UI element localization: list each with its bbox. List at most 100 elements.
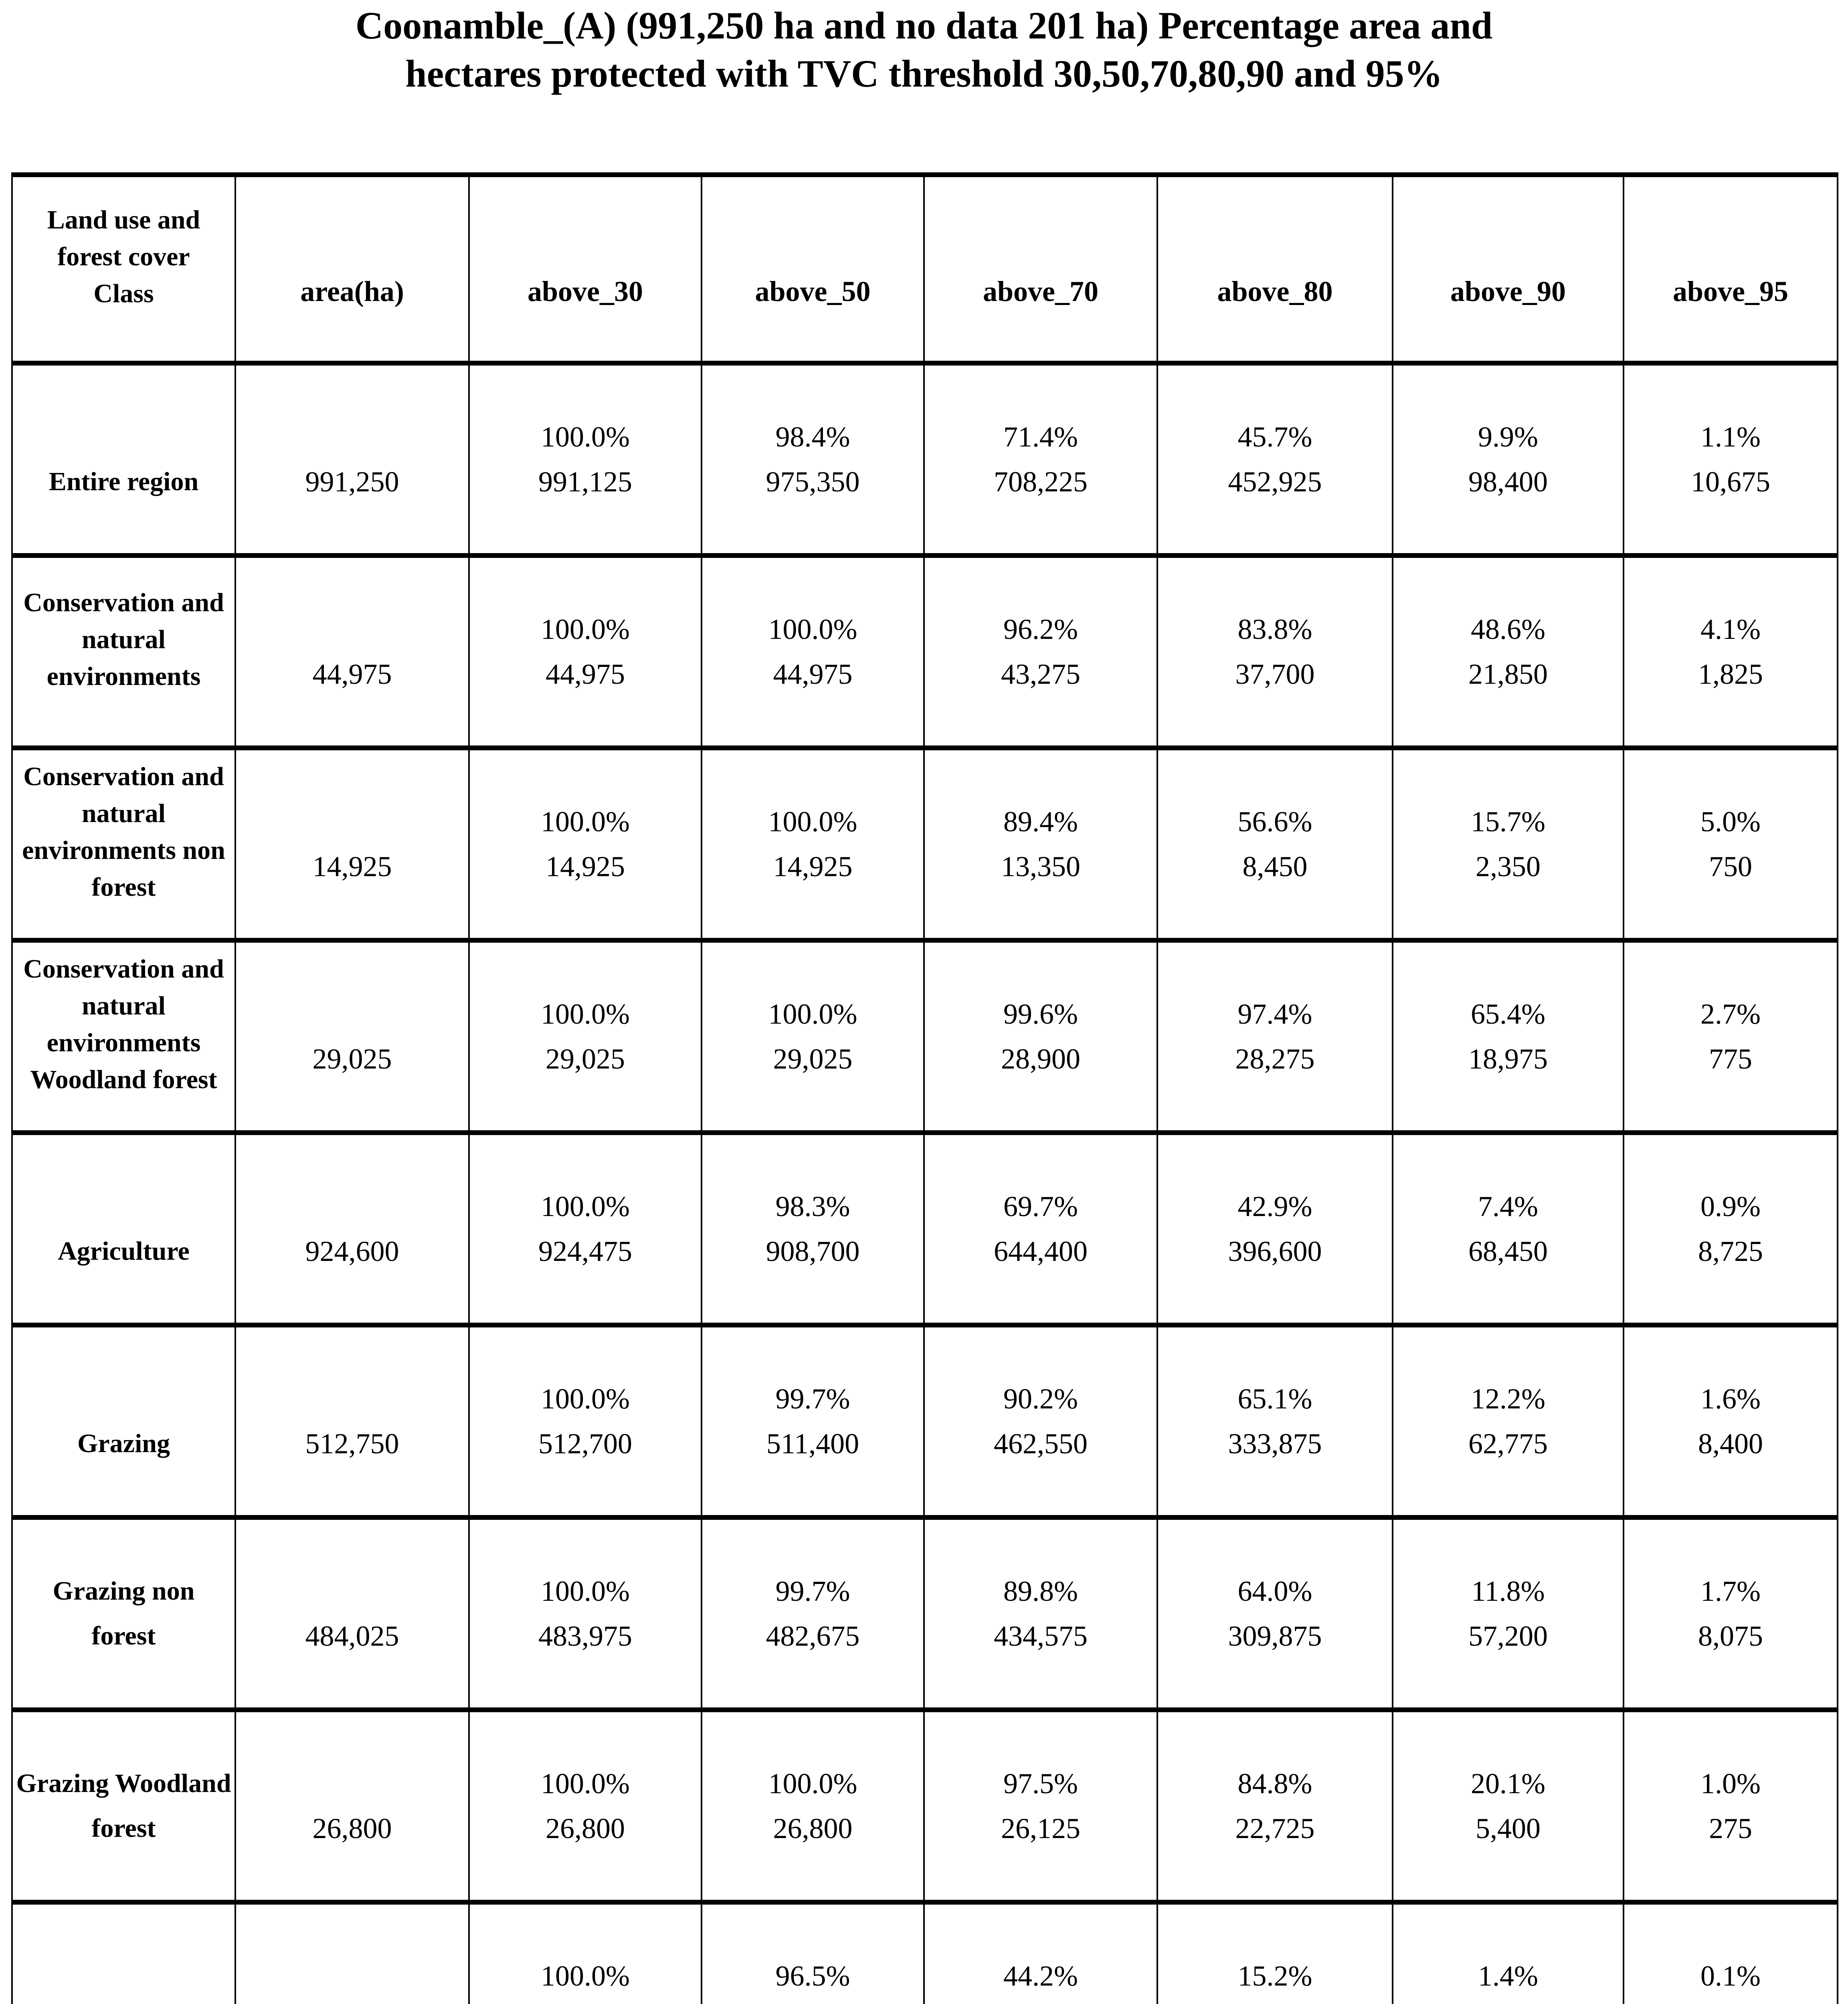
row-label-cell: Grazing <box>13 1327 236 1515</box>
percent-value: 9.9% <box>1478 421 1538 453</box>
value-cell: 89.4% 13,350 <box>925 750 1158 938</box>
hectares-value: 37,700 <box>1235 658 1315 690</box>
percent-value: 71.4% <box>1003 421 1078 453</box>
percent-value: 100.0% <box>768 613 857 645</box>
hectares-value: 482,675 <box>766 1620 860 1652</box>
value-cell: 7.4% 68,450 <box>1393 1135 1624 1323</box>
area-cell: 410,100 <box>236 1905 470 2004</box>
percent-value: 65.1% <box>1237 1383 1312 1415</box>
hectares-value: 644,400 <box>994 1235 1088 1267</box>
table-row: Grazing Woodland forest 26,800 100.0% 26,… <box>13 1712 1837 1905</box>
row-label: Grazing non forest <box>53 1576 195 1650</box>
page-title: Coonamble_(A) (991,250 ha and no data 20… <box>355 4 1493 95</box>
value-cell: 5.0% 750 <box>1624 750 1837 938</box>
value-cell: 97.5% 26,125 <box>925 1712 1158 1900</box>
percent-value: 1.7% <box>1700 1575 1761 1607</box>
area-value: 924,600 <box>305 1235 399 1267</box>
percent-value: 65.4% <box>1471 998 1545 1030</box>
percent-value: 0.9% <box>1700 1190 1761 1222</box>
percent-value: 96.5% <box>775 1960 850 1992</box>
hectares-value: 410,025 <box>538 1998 632 2004</box>
value-cell: 100.0% 512,700 <box>470 1327 702 1515</box>
value-cell: 96.2% 43,275 <box>925 558 1158 745</box>
table-row: Grazing 512,750 100.0% 512,700 99.7% 511,40… <box>13 1327 1837 1520</box>
value-cell: 98.4% 975,350 <box>702 366 925 553</box>
row-label-cell: Grazing Woodland forest <box>13 1712 236 1900</box>
value-cell: 48.6% 21,850 <box>1393 558 1624 745</box>
hectares-value: 462,550 <box>994 1428 1088 1460</box>
table-row: Cropping 410,100 100.0% 410,025 96.5% 395,5… <box>13 1905 1837 2004</box>
header-above30-cell: above_30 <box>470 177 702 361</box>
value-cell: 69.7% 644,400 <box>925 1135 1158 1323</box>
row-label-cell: Agriculture <box>13 1135 236 1323</box>
hectares-value: 98,400 <box>1468 466 1548 498</box>
value-cell: 100.0% 44,975 <box>702 558 925 745</box>
value-cell: 15.2% 62,500 <box>1158 1905 1393 2004</box>
hectares-value: 28,275 <box>1235 1043 1315 1075</box>
percent-value: 100.0% <box>768 1768 857 1800</box>
percent-value: 100.0% <box>541 998 630 1030</box>
percent-value: 1.1% <box>1700 421 1761 453</box>
hectares-value: 991,125 <box>538 466 632 498</box>
percent-value: 1.4% <box>1478 1960 1538 1992</box>
hectares-value: 22,725 <box>1235 1812 1315 1844</box>
percent-value: 100.0% <box>541 1768 630 1800</box>
value-cell: 2.7% 775 <box>1624 943 1837 1130</box>
area-value: 26,800 <box>312 1812 392 1844</box>
percent-value: 2.7% <box>1700 998 1761 1030</box>
row-label-cell: Cropping <box>13 1905 236 2004</box>
table-row: Conservation and natural environments 44… <box>13 558 1837 750</box>
hectares-value: 1,825 <box>1698 658 1763 690</box>
row-label: Conservation and natural environments no… <box>22 762 225 902</box>
hectares-value: 14,925 <box>773 850 853 883</box>
row-label: Conservation and natural environments <box>23 588 224 691</box>
hectares-value: 511,400 <box>766 1428 859 1460</box>
value-cell: 1.0% 275 <box>1624 1712 1837 1900</box>
area-value: 410,100 <box>305 1998 399 2004</box>
hectares-value: 5,400 <box>1475 1812 1541 1844</box>
area-cell: 14,925 <box>236 750 470 938</box>
header-class-cell: Land use and forest cover Class <box>13 177 236 361</box>
hectares-value: 29,025 <box>773 1043 853 1075</box>
percent-value: 100.0% <box>541 1960 630 1992</box>
percent-value: 99.6% <box>1003 998 1078 1030</box>
hectares-value: 775 <box>1708 1043 1752 1075</box>
value-cell: 100.0% 924,475 <box>470 1135 702 1323</box>
percent-value: 83.8% <box>1237 613 1312 645</box>
hectares-value: 62,500 <box>1235 1998 1315 2004</box>
percent-value: 11.8% <box>1471 1575 1545 1607</box>
area-cell: 924,600 <box>236 1135 470 1323</box>
value-cell: 100.0% 483,975 <box>470 1520 702 1707</box>
hectares-value: 44,975 <box>545 658 625 690</box>
area-value: 991,250 <box>305 466 399 498</box>
area-cell: 44,975 <box>236 558 470 745</box>
percent-value: 100.0% <box>541 1190 630 1222</box>
percent-value: 1.6% <box>1700 1383 1761 1415</box>
value-cell: 100.0% 991,125 <box>470 366 702 553</box>
hectares-value: 8,450 <box>1242 850 1308 883</box>
hectares-value: 26,800 <box>545 1812 625 1844</box>
percent-value: 1.0% <box>1700 1768 1761 1800</box>
percent-value: 15.2% <box>1237 1960 1312 1992</box>
percent-value: 98.3% <box>775 1190 850 1222</box>
area-value: 484,025 <box>305 1620 399 1652</box>
value-cell: 97.4% 28,275 <box>1158 943 1393 1130</box>
hectares-value: 8,725 <box>1698 1235 1763 1267</box>
header-area-cell: area(ha) <box>236 177 470 361</box>
table-row: Agriculture 924,600 100.0% 924,475 98.3% 90… <box>13 1135 1837 1327</box>
hectares-value: 512,700 <box>538 1428 632 1460</box>
hectares-value: 325 <box>1700 1998 1761 2004</box>
header-class-label: Land use and forest cover Class <box>47 205 200 308</box>
value-cell: 15.7% 2,350 <box>1393 750 1624 938</box>
percent-value: 97.5% <box>1003 1768 1078 1800</box>
value-cell: 1.6% 8,400 <box>1624 1327 1837 1515</box>
hectares-value: 452,925 <box>1228 466 1322 498</box>
percent-value: 56.6% <box>1237 806 1312 838</box>
area-value: 29,025 <box>312 1043 392 1075</box>
percent-value: 12.2% <box>1471 1383 1545 1415</box>
percent-value: 69.7% <box>1003 1190 1078 1222</box>
table-row: Conservation and natural environments Wo… <box>13 943 1837 1135</box>
percent-value: 98.4% <box>775 421 850 453</box>
percent-value: 4.1% <box>1700 613 1761 645</box>
hectares-value: 28,900 <box>1001 1043 1080 1075</box>
